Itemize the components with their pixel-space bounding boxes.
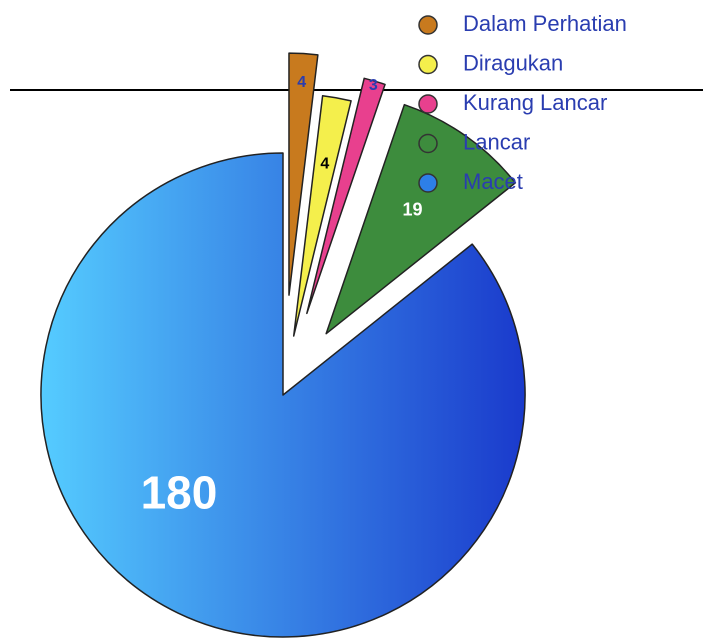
legend-marker [418, 173, 438, 193]
data-label: 4 [320, 156, 329, 173]
pie-slice [40, 152, 526, 638]
legend-label: Kurang Lancar [463, 90, 607, 115]
legend-label: Macet [463, 169, 523, 194]
legend-marker [418, 15, 438, 35]
pie-slice [292, 94, 352, 337]
data-label: 4 [297, 74, 306, 91]
pie [40, 52, 526, 638]
pie-slice [306, 77, 386, 315]
legend-marker [418, 133, 438, 154]
data-label: 180 [141, 466, 218, 518]
pie-slice [288, 52, 319, 296]
legend-marker [418, 54, 438, 75]
data-label: 19 [403, 200, 423, 220]
data-labels: 4 4 3 19 180 [141, 74, 423, 519]
legend-label: Diragukan [463, 50, 563, 75]
legend-marker [418, 94, 438, 114]
legend-label: Dalam Perhatian [463, 11, 627, 36]
pie-slice [325, 103, 517, 335]
data-label: 3 [369, 77, 378, 94]
legend-label: Lancar [463, 129, 530, 154]
legend: Dalam Perhatian Diragukan Kurang Lancar Lan… [418, 11, 627, 194]
